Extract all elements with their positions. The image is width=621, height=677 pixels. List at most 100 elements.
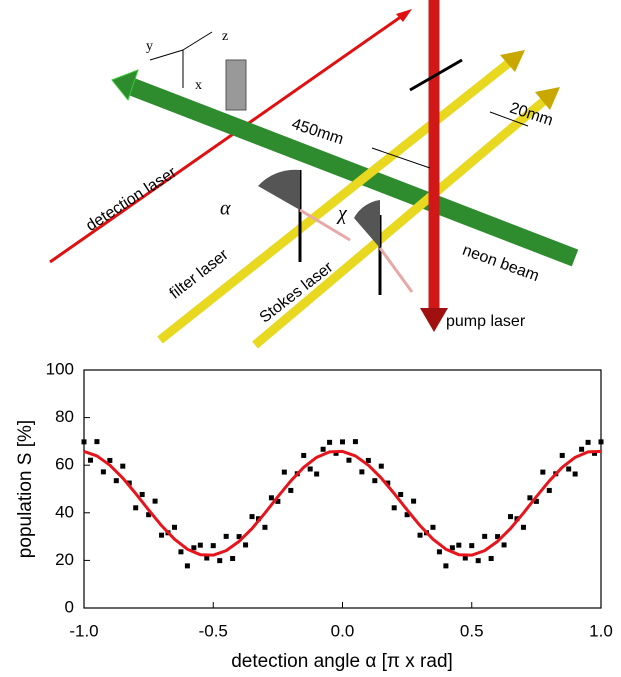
beam-label: detection laser: [83, 164, 180, 235]
detection-laser: [49, 14, 403, 264]
data-point: [81, 439, 87, 445]
data-point: [411, 498, 417, 504]
axis-z-arrow: [182, 31, 213, 51]
data-point: [204, 555, 210, 561]
data-point: [184, 563, 190, 569]
data-point: [404, 512, 410, 518]
data-point: [152, 498, 158, 504]
x-axis-label: detection angle α [π x rad]: [231, 651, 453, 672]
data-point: [443, 563, 449, 569]
data-point: [262, 524, 268, 530]
y-tick-label: 0: [65, 597, 74, 616]
angle-label: α: [220, 198, 231, 220]
data-point: [495, 534, 501, 540]
x-tick-label: -0.5: [199, 621, 228, 640]
neon-beam: [126, 77, 579, 267]
data-point: [171, 524, 177, 530]
x-tick-label: -1.0: [69, 621, 98, 640]
data-point: [139, 491, 145, 497]
data-point: [301, 452, 307, 458]
data-point: [449, 545, 455, 551]
data-point: [333, 450, 339, 456]
data-point: [488, 555, 494, 561]
data-point: [230, 555, 236, 561]
data-point: [320, 446, 326, 452]
data-point: [417, 532, 423, 538]
data-point: [281, 469, 287, 475]
y-tick-label: 100: [46, 359, 74, 378]
data-point: [327, 439, 333, 445]
data-point: [191, 545, 197, 551]
dimension: [489, 111, 529, 127]
data-point: [430, 524, 436, 530]
x-tick-label: 0.0: [331, 621, 355, 640]
data-point: [359, 469, 365, 475]
data-point: [94, 439, 100, 445]
data-point: [533, 498, 539, 504]
data-point: [579, 446, 585, 452]
data-point: [236, 534, 242, 540]
data-point: [527, 495, 533, 501]
data-point: [120, 463, 126, 469]
x-tick-label: 1.0: [589, 621, 613, 640]
data-point: [210, 543, 216, 549]
data-point: [268, 495, 274, 501]
data-point: [520, 524, 526, 530]
data-point: [126, 480, 132, 486]
plot-frame: [83, 369, 602, 609]
beam-label: pump laser: [446, 313, 526, 330]
axis-label: x: [195, 78, 202, 93]
data-point: [469, 543, 475, 549]
data-point: [391, 505, 397, 511]
data-point: [365, 457, 371, 463]
arrowhead: [420, 308, 448, 332]
arrowhead: [396, 9, 412, 22]
data-point: [249, 514, 255, 520]
data-point: [133, 505, 139, 511]
data-point: [508, 514, 514, 520]
angle-sector: [354, 200, 380, 248]
y-tick-label: 40: [55, 502, 74, 521]
data-point: [566, 466, 572, 472]
data-point: [585, 439, 591, 445]
data-point: [462, 555, 468, 561]
data-point: [100, 469, 106, 475]
x-tick-label: 0.5: [460, 621, 484, 640]
data-point: [197, 542, 203, 548]
data-point: [546, 487, 552, 493]
stokes-laser: [252, 96, 548, 349]
data-point: [398, 491, 404, 497]
data-point: [572, 471, 578, 477]
pol-vector: [378, 247, 414, 293]
data-point: [223, 533, 229, 539]
angle-sector: [258, 169, 300, 210]
y-tick-label: 60: [55, 455, 74, 474]
data-point: [475, 558, 481, 564]
data-point: [314, 471, 320, 477]
beam-label: Stokes laser: [257, 258, 337, 326]
arrowhead: [111, 69, 139, 102]
data-point: [456, 542, 462, 548]
angle-label: χ: [336, 203, 348, 225]
axis-y-arrow: [149, 49, 184, 61]
y-tick-label: 80: [55, 407, 74, 426]
data-point: [340, 439, 345, 445]
y-axis-label: population S [%]: [15, 420, 36, 558]
data-point: [217, 558, 223, 564]
filter-laser: [157, 58, 513, 344]
data-point: [307, 466, 313, 472]
axis-label: z: [222, 29, 228, 44]
data-point: [352, 439, 358, 445]
diagram: x y z 450mm 20mm detection laser filter …: [49, 0, 579, 349]
data-point: [501, 542, 507, 548]
polarization: [409, 58, 463, 92]
data-point: [540, 469, 546, 475]
data-point: [87, 457, 93, 463]
y-tick-label: 20: [55, 550, 74, 569]
data-point: [107, 457, 113, 463]
data-point: [346, 457, 352, 463]
data-point: [159, 532, 165, 538]
data-point: [146, 512, 152, 518]
